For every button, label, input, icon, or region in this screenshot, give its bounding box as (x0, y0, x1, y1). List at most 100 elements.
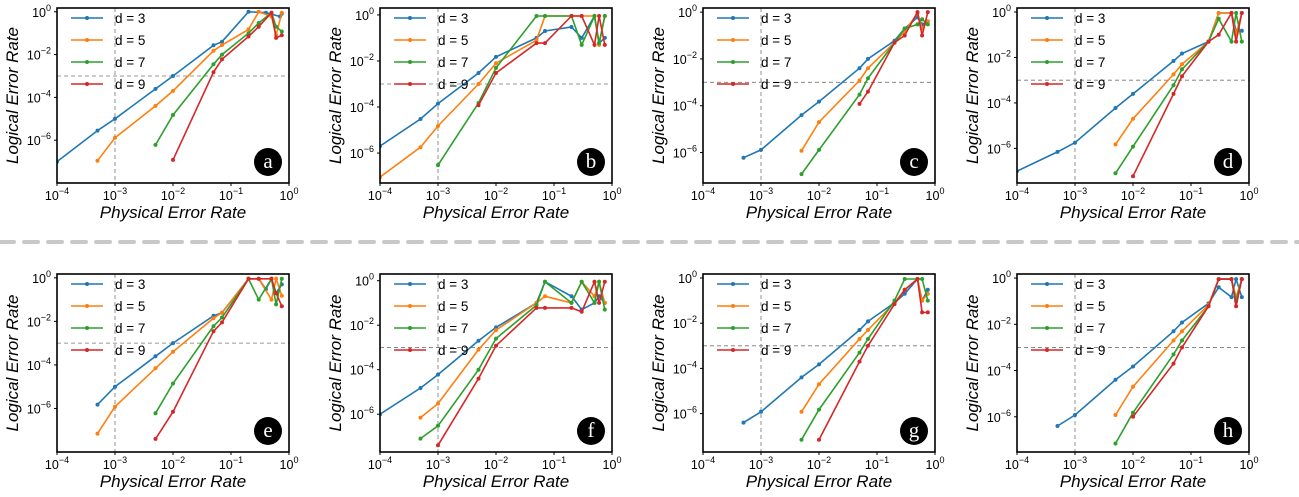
data-point-d5 (436, 124, 440, 128)
series-line-d9 (1132, 10, 1243, 177)
data-point-d9 (1229, 11, 1234, 15)
data-point-d9 (1234, 39, 1239, 44)
data-point-d9 (892, 40, 897, 45)
data-point-d9 (569, 305, 574, 310)
data-point-d9 (256, 276, 261, 281)
data-point-d5 (799, 148, 804, 153)
data-point-d7 (279, 276, 284, 281)
data-point-d5 (211, 48, 216, 53)
legend-entry-d7: d = 7 (1075, 55, 1105, 70)
x-tick-label: 10−3 (749, 186, 773, 203)
data-point-d7 (279, 29, 284, 34)
data-point-d5 (269, 297, 274, 302)
data-point-d7 (915, 22, 920, 27)
data-point-d5 (436, 401, 440, 406)
data-point-d7 (902, 26, 907, 31)
x-tick-label: 10−2 (1121, 455, 1145, 472)
y-tick-label: 10−4 (987, 362, 1011, 379)
series-group (741, 9, 930, 177)
legend-entry-d3: d = 3 (115, 277, 145, 292)
data-point-d9 (476, 376, 481, 381)
chart-panel-b: 10−4 10−3 10−2 10−1 100 10−6 10−4 10−2 100 Physic… (326, 6, 621, 222)
x-tick-label: 10−2 (161, 186, 185, 203)
data-point-d9 (1131, 414, 1135, 419)
data-point-d7 (246, 31, 251, 36)
legend-marker-d5 (731, 304, 735, 308)
data-point-d7 (543, 279, 547, 284)
panel-label-badge (900, 148, 928, 176)
y-tick-label: 10−2 (350, 52, 374, 69)
data-point-d3 (171, 74, 175, 78)
legend-entry-d5: d = 5 (761, 33, 791, 48)
y-tick-label: 10−6 (350, 405, 374, 422)
data-point-d7 (220, 315, 224, 320)
data-point-d3 (476, 71, 481, 75)
data-point-d7 (256, 21, 261, 25)
legend-marker-d7 (408, 326, 412, 330)
data-point-d7 (171, 113, 175, 117)
data-point-d9 (925, 310, 930, 315)
panel-label-badge (577, 417, 605, 445)
y-tick-label: 100 (32, 3, 51, 20)
series-line-d3 (96, 276, 283, 406)
data-point-d3 (153, 354, 158, 359)
x-tick-label: 10−3 (1063, 455, 1087, 472)
x-tick-label: 10−4 (45, 455, 69, 472)
data-point-d7 (920, 277, 925, 281)
data-point-d7 (799, 437, 804, 442)
legend-marker-d3 (85, 16, 89, 20)
legend-marker-d7 (85, 326, 89, 330)
legend-marker-d9 (85, 82, 89, 86)
data-point-d3 (1073, 140, 1077, 145)
data-point-d9 (246, 34, 251, 39)
data-point-d9 (1171, 361, 1176, 366)
legend-entry-d9: d = 9 (438, 343, 468, 358)
x-tick-label: 10−2 (807, 186, 831, 203)
data-point-d5 (274, 276, 279, 281)
data-point-d5 (279, 293, 284, 298)
legend-marker-d3 (408, 16, 412, 20)
data-point-d5 (171, 349, 175, 354)
y-axis-label: Logical Error Rate (963, 27, 982, 164)
y-tick-label: 10−2 (673, 50, 697, 67)
data-point-d5 (113, 135, 117, 140)
x-tick-label: 10−3 (1063, 186, 1087, 203)
data-point-d3 (436, 101, 440, 106)
x-tick-label: 10−1 (1179, 455, 1203, 472)
series-line-d9 (818, 277, 928, 441)
x-tick-label: 10−4 (1005, 186, 1029, 203)
data-point-d7 (1234, 11, 1239, 15)
data-point-d7 (597, 41, 602, 46)
data-point-d3 (418, 386, 423, 390)
data-point-d7 (534, 303, 539, 308)
data-point-d3 (866, 56, 870, 61)
chart-panel-g: 10−4 10−3 10−2 10−1 100 10−6 10−4 10−2 100 Physic… (649, 269, 944, 491)
data-point-d7 (866, 337, 870, 341)
x-tick-label: 10−2 (161, 455, 185, 472)
legend-entry-d9: d = 9 (761, 343, 791, 358)
x-tick-label: 10−2 (807, 455, 831, 472)
panel-label: e (263, 418, 272, 442)
y-tick-label: 10−2 (27, 46, 51, 63)
data-point-d9 (857, 359, 862, 364)
x-tick-label: 10−4 (1005, 455, 1029, 472)
data-point-d9 (246, 276, 251, 281)
y-tick-label: 100 (678, 269, 697, 286)
data-point-d7 (1131, 144, 1135, 149)
data-point-d9 (602, 42, 607, 47)
legend-marker-d7 (408, 60, 412, 64)
data-point-d9 (866, 89, 870, 94)
data-point-d3 (569, 25, 574, 29)
y-tick-label: 100 (355, 6, 374, 23)
x-tick-label: 100 (1240, 186, 1259, 203)
data-point-d5 (1131, 384, 1135, 389)
data-point-d3 (1229, 295, 1234, 300)
legend-entry-d5: d = 5 (1075, 299, 1105, 314)
legend-entry-d7: d = 7 (115, 55, 145, 70)
x-tick-label: 10−1 (865, 455, 889, 472)
data-point-d7 (274, 24, 279, 29)
data-point-d7 (1216, 16, 1221, 21)
data-point-d9 (579, 309, 584, 314)
data-point-d9 (920, 310, 925, 315)
y-tick-label: 10−6 (987, 408, 1011, 425)
